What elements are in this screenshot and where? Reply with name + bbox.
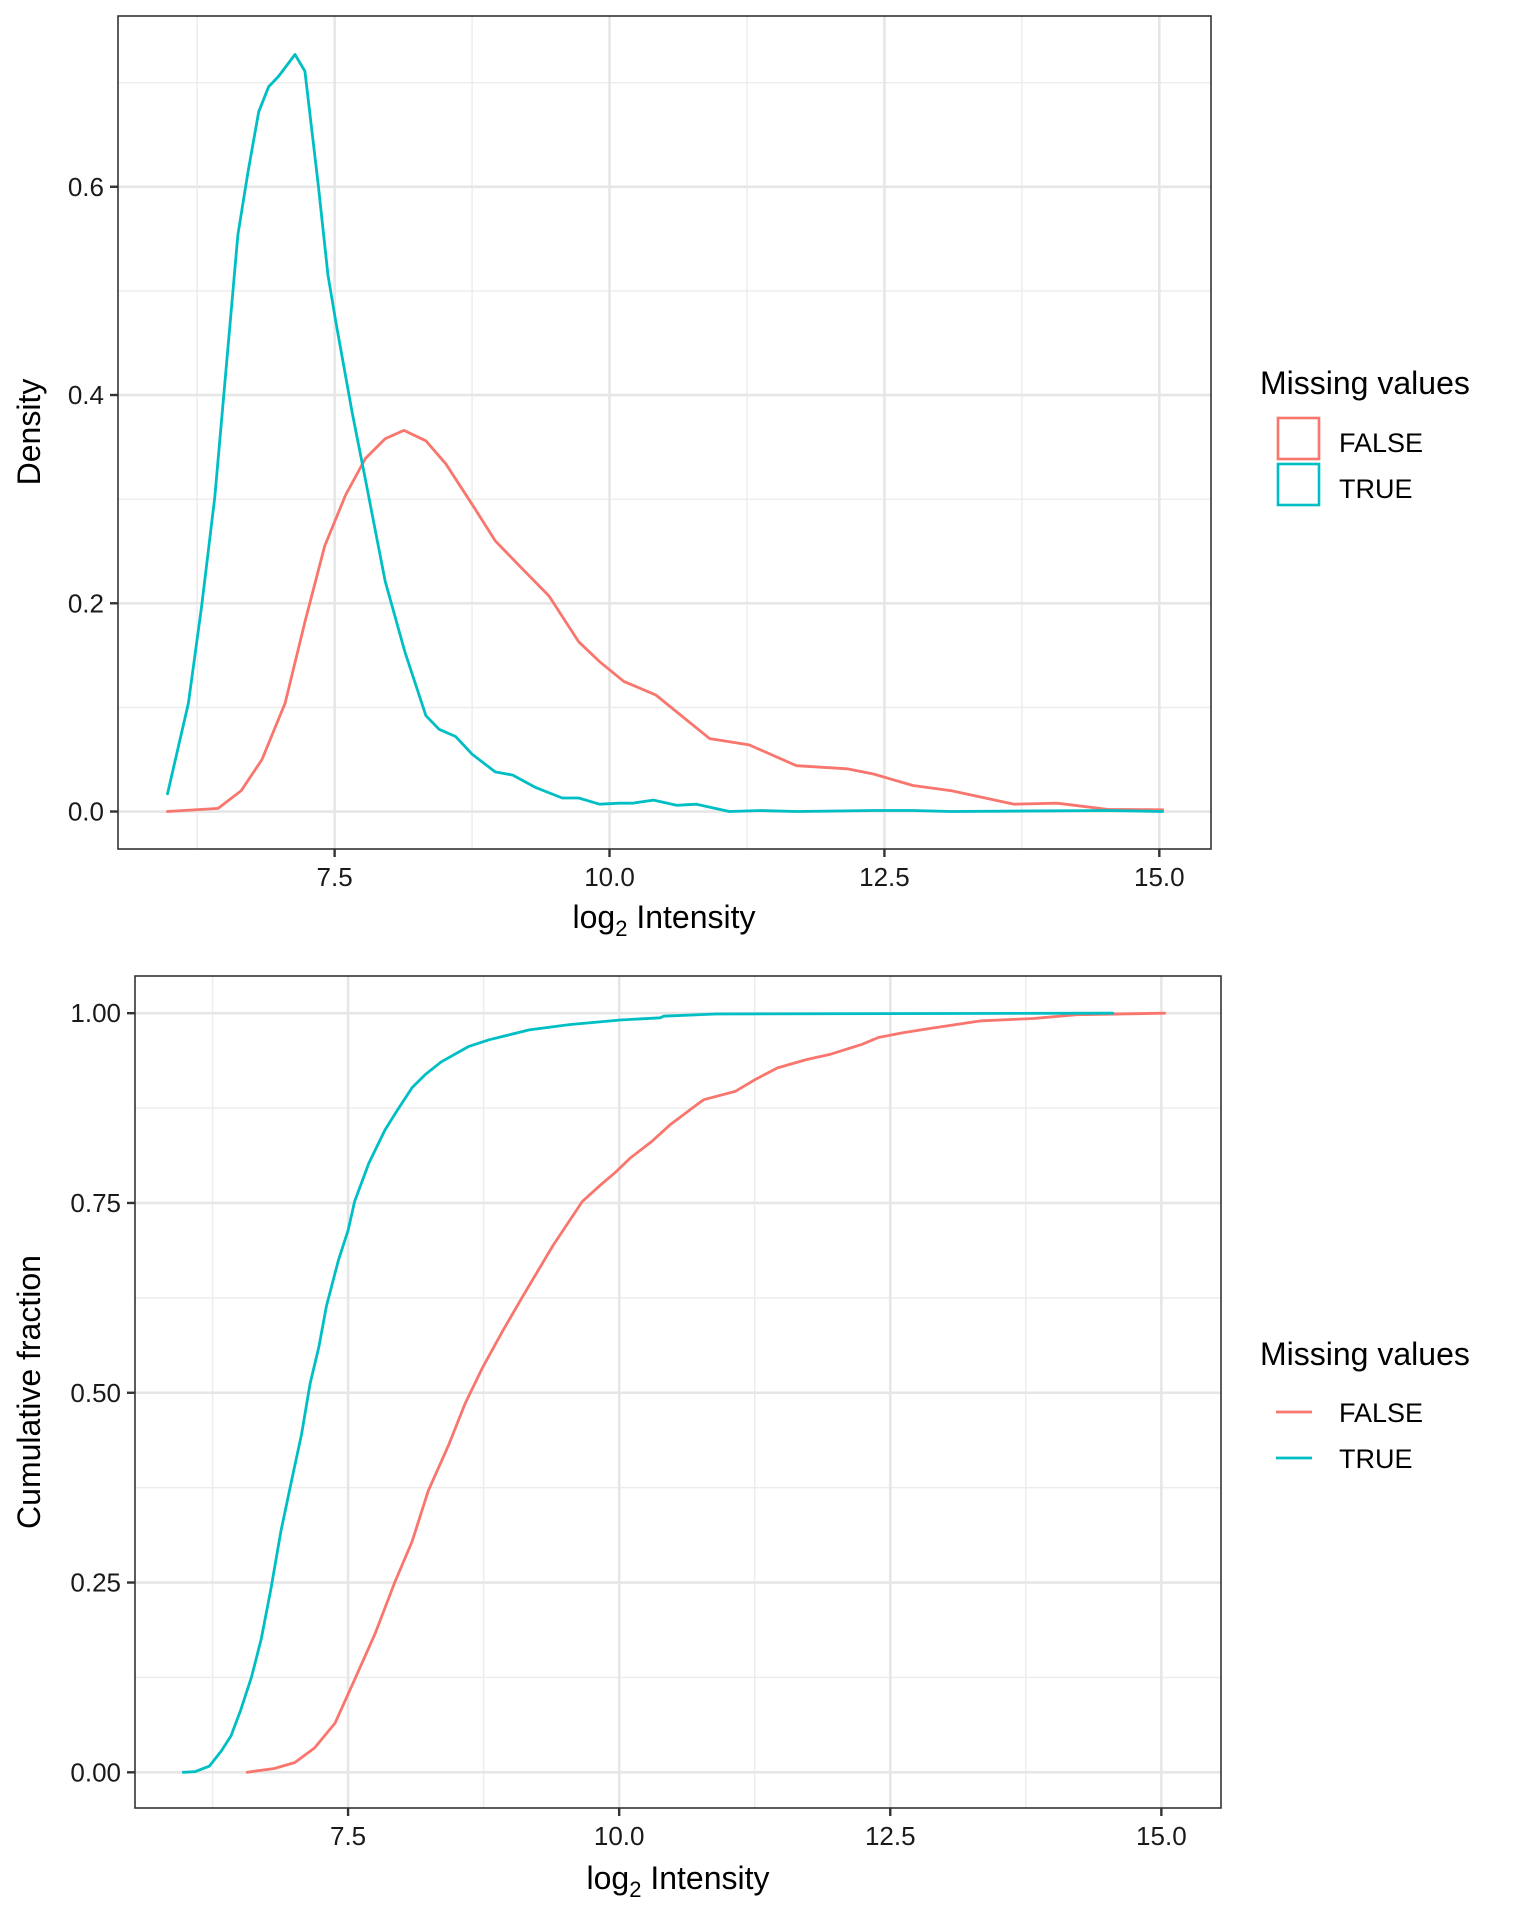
ecdf-series — [181, 1011, 1166, 1774]
density-series-true — [166, 53, 1164, 813]
ecdf-y-axis-title: Cumulative fraction — [11, 1255, 47, 1529]
ecdf-series-true — [181, 1011, 1114, 1774]
density-panel: 7.5 10.0 12.5 15.0 0.0 0.2 0.4 0.6 log2 Intens… — [11, 15, 1470, 941]
density-y-tick-label: 0.0 — [68, 797, 104, 827]
density-legend: Missing values FALSE TRUE — [1260, 365, 1470, 507]
density-panel-border — [117, 15, 1212, 850]
ecdf-x-axis: 7.5 10.0 12.5 15.0 — [330, 1808, 1187, 1851]
ecdf-y-tick-label: 0.00 — [70, 1757, 121, 1787]
legend-label-true: TRUE — [1339, 1444, 1413, 1474]
density-series — [166, 53, 1164, 813]
density-legend-title: Missing values — [1260, 365, 1470, 401]
density-gridlines — [118, 16, 1211, 849]
ecdf-legend-title: Missing values — [1260, 1336, 1470, 1372]
ecdf-x-tick-label: 12.5 — [865, 1821, 916, 1851]
density-x-axis: 7.5 10.0 12.5 15.0 — [317, 849, 1185, 892]
ecdf-series-false — [245, 1011, 1166, 1774]
density-x-tick-label: 7.5 — [317, 862, 353, 892]
density-series-false — [166, 429, 1164, 813]
legend-label-false: FALSE — [1339, 1398, 1423, 1428]
ecdf-y-tick-label: 0.50 — [70, 1378, 121, 1408]
ecdf-gridlines — [135, 976, 1221, 1808]
legend-key-true — [1276, 462, 1321, 507]
density-y-axis-title: Density — [11, 379, 47, 486]
density-y-axis: 0.0 0.2 0.4 0.6 — [68, 172, 118, 827]
ecdf-x-axis-title: log2 Intensity — [586, 1860, 769, 1902]
ecdf-y-tick-label: 0.25 — [70, 1568, 121, 1598]
legend-key-false — [1276, 416, 1321, 461]
density-y-tick-label: 0.4 — [68, 380, 104, 410]
density-x-tick-label: 12.5 — [859, 862, 910, 892]
ecdf-legend: Missing values FALSE TRUE — [1260, 1336, 1470, 1474]
density-plot-area — [118, 16, 1211, 849]
ecdf-y-tick-label: 1.00 — [70, 998, 121, 1028]
density-y-tick-label: 0.6 — [68, 172, 104, 202]
density-x-axis-title: log2 Intensity — [572, 899, 755, 941]
ecdf-x-tick-label: 7.5 — [330, 1821, 366, 1851]
ecdf-x-tick-label: 10.0 — [594, 1821, 645, 1851]
ecdf-y-axis: 0.00 0.25 0.50 0.75 1.00 — [70, 998, 135, 1787]
density-x-tick-label: 15.0 — [1134, 862, 1185, 892]
legend-label-false: FALSE — [1339, 428, 1423, 458]
ecdf-x-tick-label: 15.0 — [1136, 1821, 1187, 1851]
legend-label-true: TRUE — [1339, 474, 1413, 504]
density-x-tick-label: 10.0 — [584, 862, 635, 892]
ecdf-y-tick-label: 0.75 — [70, 1188, 121, 1218]
ecdf-panel: 7.5 10.0 12.5 15.0 0.00 0.25 0.50 0.75 1.00 log… — [11, 975, 1470, 1902]
density-y-tick-label: 0.2 — [68, 588, 104, 618]
